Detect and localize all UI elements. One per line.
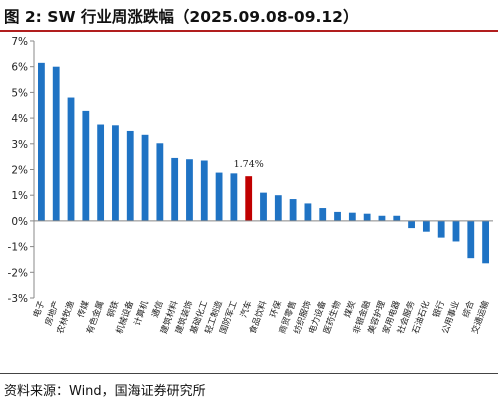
bar [334, 211, 341, 221]
y-tick-label: 0% [11, 216, 28, 228]
y-tick-label: 3% [11, 139, 28, 151]
bar [289, 199, 297, 221]
bar [186, 159, 193, 221]
bar [245, 176, 253, 221]
y-tick-label: 4% [11, 113, 28, 125]
bar [378, 215, 386, 221]
bar [82, 110, 90, 221]
bar [274, 195, 282, 221]
highlight-data-label: 1.74% [234, 159, 264, 170]
bar [67, 97, 75, 221]
x-category-label: 煤炭 [341, 299, 358, 320]
bar [437, 220, 445, 238]
bar [363, 213, 371, 221]
bar [156, 143, 164, 221]
bar [52, 66, 60, 221]
x-category-label: 环保 [267, 299, 284, 320]
y-tick-label: -2% [8, 267, 28, 279]
x-category-label: 银行 [430, 299, 447, 320]
y-tick-label: -1% [8, 242, 28, 254]
bar [482, 220, 489, 264]
bar [141, 134, 149, 221]
y-tick-label: 7% [11, 36, 28, 48]
x-category-label: 汽车 [237, 299, 254, 320]
x-category-label: 钢铁 [104, 299, 121, 320]
bar [260, 192, 267, 221]
bar [126, 130, 134, 221]
x-category-label: 电子 [30, 299, 47, 320]
x-category-label: 通信 [149, 299, 166, 320]
bar [408, 220, 415, 229]
bar [467, 220, 475, 259]
y-tick-label: -3% [8, 293, 28, 305]
bar-chart: -3%-2%-1%0%1%2%3%4%5%6%7%1.74%电子房地产农林牧渔传… [8, 36, 493, 335]
bar [348, 212, 356, 221]
bar [422, 220, 430, 232]
bar [393, 215, 401, 221]
x-category-label: 传媒 [74, 299, 91, 320]
bar [112, 125, 119, 221]
y-tick-label: 2% [11, 165, 28, 177]
figure-title: 图 2: SW 行业周涨跌幅（2025.09.08-09.12） [4, 8, 359, 26]
source-note: 资料来源：Wind，国海证券研究所 [4, 384, 206, 399]
bar [200, 160, 208, 221]
bar [97, 124, 105, 221]
bar [319, 208, 327, 221]
title-divider [0, 30, 498, 32]
bar [304, 203, 312, 221]
bar [171, 157, 179, 221]
y-tick-label: 5% [11, 87, 28, 99]
bar [38, 62, 45, 221]
bar [452, 220, 460, 242]
y-tick-label: 6% [11, 62, 28, 74]
y-tick-label: 1% [11, 190, 28, 202]
footer-divider [0, 373, 498, 374]
bar [215, 172, 223, 221]
bar [230, 173, 238, 221]
x-category-label: 综合 [459, 299, 476, 320]
